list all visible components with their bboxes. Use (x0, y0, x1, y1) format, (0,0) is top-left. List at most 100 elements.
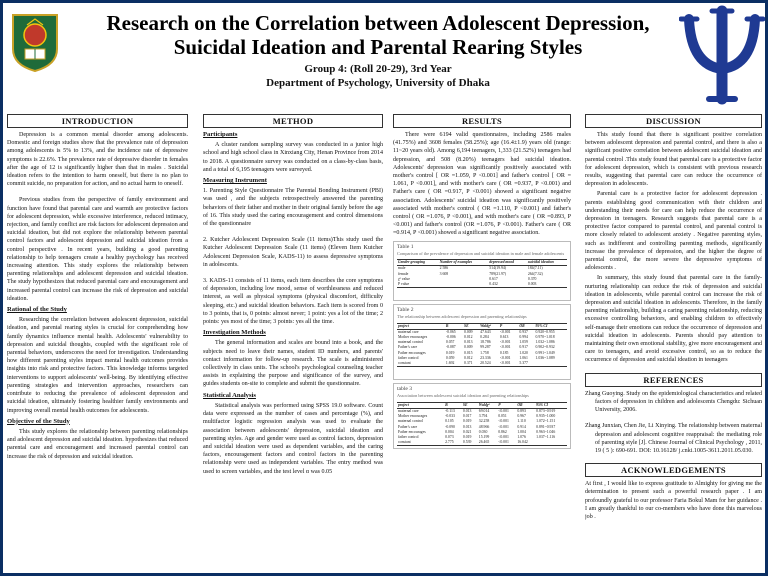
introduction-heading: INTRODUCTION (7, 114, 188, 128)
table-cell: 0.920~0.955 (535, 329, 555, 334)
table-cell: 0.009 (464, 345, 473, 350)
table-cell: 2 586 (439, 266, 449, 271)
table-cell: 0.873~0.919 (536, 408, 556, 413)
table-header-cell: suicidal ideation (526, 259, 567, 267)
table-2-box: Table 2 The relationship between adolesc… (393, 304, 571, 381)
table-cell: 0.019 (462, 435, 472, 439)
table-cell: 0.030 (478, 429, 488, 434)
results-paragraph: There were 6194 valid questionnaires, in… (393, 132, 571, 237)
table-2-caption: Table 2 (397, 307, 414, 314)
title-line-1: Research on the Correlation between Adol… (106, 11, 650, 35)
table-cell: 0.051 (498, 414, 507, 419)
table-cell (535, 440, 567, 447)
table-cell: 514(19.94) (489, 266, 507, 271)
table-row: father control 0.059 0.012 23.336 <0.001 1.06… (397, 356, 567, 361)
table-header-cell: Waldχ² (477, 401, 498, 410)
table-cell: 18.786 (480, 340, 491, 345)
table-cell: 0.105 (445, 419, 454, 424)
table-cell: -0.090 (445, 424, 455, 429)
table-cell: 0.994 (519, 335, 528, 340)
table-cell: 0.970~1.018 (535, 335, 555, 340)
instrument-heading: Measuring Instrument (203, 177, 267, 185)
table-cell: -0.006 (445, 335, 456, 340)
intro-paragraph-2: Previous studies from the perspective of… (7, 197, 188, 302)
table-cell: P value (397, 281, 439, 289)
table-cell: 0.057 (445, 340, 455, 345)
table-cell: 0.059 (445, 355, 455, 360)
poster-subtitle: Group 4: (Roll 20-29), 3rd Year Departme… (73, 62, 683, 90)
table-row: Father encourages 0.019 0.015 1.758 0.185 1.0… (397, 351, 567, 356)
table-cell: <0.001 (498, 408, 509, 413)
table-cell: <0.001 (499, 329, 511, 334)
table-cell: Mother encourages (398, 335, 428, 340)
table-cell: 5.377 (518, 361, 535, 368)
table-cell: <0.001 (499, 340, 511, 345)
table-1-caption: Table 1 (397, 243, 414, 250)
table-header-cell: depressed mood (488, 259, 527, 267)
table-cell: 47.643 (480, 329, 491, 334)
table-cell: 0.019 (462, 419, 472, 424)
discussion-paragraph-2: Parental care is a protective factor for… (585, 191, 762, 272)
table-3-caption: table 3 (397, 386, 413, 393)
introduction-column: INTRODUCTION Depression is a common ment… (7, 114, 188, 570)
table-cell: <0.001 (498, 361, 519, 368)
table-cell: constant (397, 361, 445, 368)
table-cell: 1.072~1.151 (536, 419, 556, 424)
table-cell: 0.003 (526, 281, 567, 289)
instrument-paragraph-2: 2. Kutcher Adolescent Depression Scale (… (203, 237, 383, 268)
table-1-note: Comparison of the prevalence of depressi… (397, 250, 565, 256)
rationale-heading: Rational of the Study (7, 306, 67, 314)
table-cell: 264(7.32) (527, 271, 543, 276)
table-cell: 20.524 (479, 361, 499, 368)
table-row: Mother encourages -0.033 0.017 3.794 0.051 0.… (397, 414, 567, 419)
table-cell: Father's care (398, 345, 418, 350)
table-cell: 1.036~1.089 (535, 355, 555, 360)
table-cell: 0.963~1.046 (536, 429, 556, 434)
table-cell: 789(21.97) (489, 271, 507, 276)
poster: Research on the Correlation between Adol… (3, 3, 765, 573)
table-header-cell: P (498, 322, 519, 330)
table-cell: 3 608 (439, 271, 449, 276)
instrument-paragraph-1: 1. Parenting Style Questionnaire The Par… (203, 188, 383, 228)
table-cell: <0.001 (497, 440, 517, 447)
procedure-paragraph: The general information and scales are b… (203, 340, 383, 388)
table-cell: 0.917 (519, 345, 528, 350)
table-cell: -0.087 (445, 345, 456, 350)
table-cell: 0.073 (445, 435, 454, 439)
table-cell: 0.017 (462, 414, 472, 419)
results-heading: RESULTS (393, 114, 571, 128)
table-cell: 0.015 (464, 350, 473, 355)
instrument-paragraph-3: 3. KADS-11 consists of 11 items, each it… (203, 278, 383, 326)
group-label: Group 4: (Roll 20-29), 3rd Year (304, 63, 452, 75)
table-cell: 0.004 (445, 429, 454, 434)
table-cell: Father's care (398, 424, 418, 429)
table-header-cell: Waldχ² (479, 322, 499, 330)
objective-paragraph: This study explores the relationship bet… (7, 428, 188, 460)
table-row: Father's care -0.087 0.009 99.287 <0.001 0.91… (397, 345, 567, 350)
table-cell: 0.617 (489, 276, 498, 281)
analysis-paragraph: Statistical analysis was performed using… (203, 402, 383, 475)
table-row: constant 1.692 0.371 20.524 <0.001 5.377 (397, 361, 567, 368)
table-cell: 0.893 (517, 408, 526, 413)
table-cell: 0.019 (445, 350, 455, 355)
table-1-header-row: Gender grouping Number of examples depre… (397, 259, 567, 267)
table-cell: <0.001 (499, 355, 511, 360)
table-header-cell: P (497, 401, 517, 410)
table-cell: 1.020 (519, 350, 528, 355)
table-2: project B SE Waldχ² P OR 95% CI maternal… (397, 322, 567, 368)
table-cell: 0.013 (462, 424, 472, 429)
table-cell: -0.065 (445, 329, 456, 334)
discussion-heading: DISCUSSION (585, 114, 762, 128)
table-cell: <0.001 (499, 345, 511, 350)
table-cell: 0.891~0.937 (536, 424, 556, 429)
table-row: male 2 586 514(19.94) 184(7.11) (397, 266, 567, 272)
table-cell: 15.199 (478, 435, 490, 439)
table-cell: 1.076 (517, 435, 526, 439)
table-cell: 26.465 (477, 440, 498, 447)
table-cell: maternal care (398, 408, 419, 413)
table-cell: 0.012 (464, 335, 473, 340)
table-row: female 3 608 789(21.97) 264(7.32) (397, 272, 567, 277)
table-cell: 1.037~1.116 (536, 435, 556, 439)
table-cell: Father encourages (398, 429, 426, 434)
references-list: Zhang Guoying. Study on the epidemiologi… (585, 390, 762, 455)
